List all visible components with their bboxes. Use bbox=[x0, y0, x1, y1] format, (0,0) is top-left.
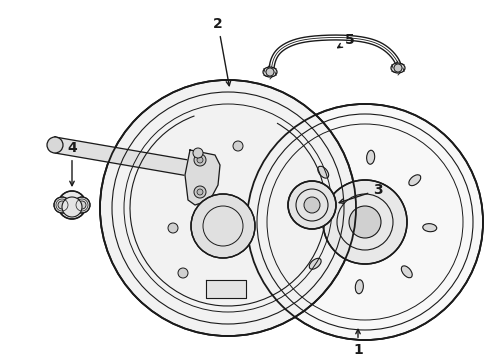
Text: 1: 1 bbox=[353, 329, 363, 357]
Polygon shape bbox=[206, 280, 246, 298]
Ellipse shape bbox=[423, 224, 437, 232]
Circle shape bbox=[191, 194, 255, 258]
Ellipse shape bbox=[318, 166, 329, 178]
Ellipse shape bbox=[263, 67, 277, 77]
Circle shape bbox=[62, 197, 82, 217]
Circle shape bbox=[233, 141, 243, 151]
Circle shape bbox=[54, 197, 70, 213]
Ellipse shape bbox=[367, 150, 375, 164]
Text: 5: 5 bbox=[338, 33, 355, 48]
Ellipse shape bbox=[409, 175, 421, 186]
Circle shape bbox=[194, 154, 206, 166]
Circle shape bbox=[58, 191, 86, 219]
Text: 4: 4 bbox=[67, 141, 77, 186]
Circle shape bbox=[197, 189, 203, 195]
Circle shape bbox=[266, 68, 274, 76]
Circle shape bbox=[74, 197, 90, 213]
Circle shape bbox=[394, 64, 402, 72]
Polygon shape bbox=[185, 150, 220, 205]
Ellipse shape bbox=[391, 63, 405, 73]
Polygon shape bbox=[55, 137, 200, 178]
Circle shape bbox=[194, 186, 206, 198]
Circle shape bbox=[193, 148, 203, 158]
Circle shape bbox=[78, 201, 86, 209]
Circle shape bbox=[323, 180, 407, 264]
Circle shape bbox=[349, 206, 381, 238]
Circle shape bbox=[197, 157, 203, 163]
Circle shape bbox=[58, 201, 66, 209]
Ellipse shape bbox=[401, 266, 412, 278]
Ellipse shape bbox=[355, 280, 364, 294]
Text: 2: 2 bbox=[213, 17, 231, 86]
Circle shape bbox=[168, 223, 178, 233]
Circle shape bbox=[304, 197, 320, 213]
Circle shape bbox=[288, 181, 336, 229]
Circle shape bbox=[100, 80, 356, 336]
Circle shape bbox=[47, 137, 63, 153]
Ellipse shape bbox=[309, 258, 321, 269]
Circle shape bbox=[247, 104, 483, 340]
Ellipse shape bbox=[294, 212, 307, 220]
Text: 3: 3 bbox=[339, 183, 383, 203]
Circle shape bbox=[178, 268, 188, 278]
